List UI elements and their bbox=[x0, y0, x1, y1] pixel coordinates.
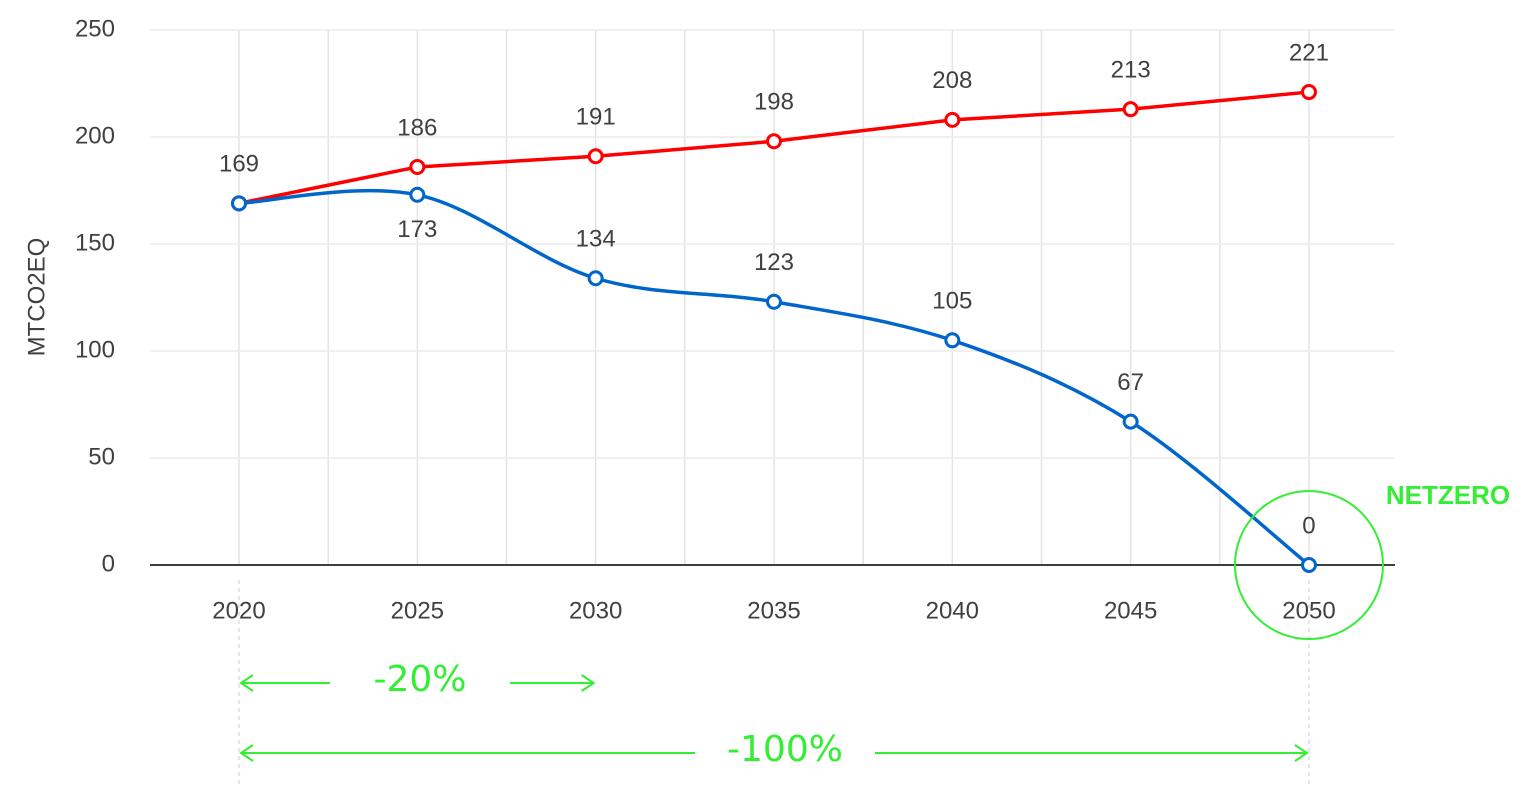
point bbox=[944, 332, 961, 349]
netzero-circle bbox=[1233, 490, 1384, 640]
data-label: 0 bbox=[1302, 512, 1315, 539]
point bbox=[944, 111, 961, 128]
y-tick-label: 50 bbox=[88, 443, 115, 470]
arrow-head bbox=[239, 744, 254, 762]
data-label: 186 bbox=[397, 114, 437, 141]
x-tick-label: 2050 bbox=[1282, 597, 1335, 624]
y-tick-label: 250 bbox=[75, 15, 115, 42]
y-tick-label: 0 bbox=[102, 550, 115, 577]
x-tick-label: 2020 bbox=[212, 597, 265, 624]
y-tick-label: 200 bbox=[75, 122, 115, 149]
arrow-head bbox=[581, 674, 596, 692]
x-tick-label: 2025 bbox=[391, 597, 444, 624]
point bbox=[1122, 413, 1139, 430]
x-tick-label: 2040 bbox=[926, 597, 979, 624]
x-tick-label: 2030 bbox=[569, 597, 622, 624]
point bbox=[409, 186, 426, 203]
data-label: 191 bbox=[576, 104, 616, 131]
netzero-label: NETZERO bbox=[1386, 480, 1510, 510]
arrow-head bbox=[1294, 744, 1309, 762]
point bbox=[587, 270, 604, 287]
data-label: 67 bbox=[1117, 369, 1144, 396]
point bbox=[765, 293, 782, 310]
y-tick-label: 100 bbox=[75, 336, 115, 363]
point bbox=[1122, 101, 1139, 118]
arrow-head bbox=[239, 674, 254, 692]
data-label: 169 bbox=[219, 151, 259, 178]
x-tick-label: 2035 bbox=[747, 597, 800, 624]
data-label: 105 bbox=[932, 288, 972, 315]
data-label: 213 bbox=[1111, 57, 1151, 84]
data-label: 134 bbox=[576, 226, 616, 253]
point bbox=[409, 158, 426, 175]
point bbox=[1300, 557, 1317, 573]
data-label: 198 bbox=[754, 89, 794, 116]
point bbox=[1300, 84, 1317, 101]
data-label: 173 bbox=[397, 216, 437, 243]
change-label: -20% bbox=[373, 659, 466, 700]
data-label: 208 bbox=[932, 67, 972, 94]
point bbox=[765, 133, 782, 150]
data-label: 123 bbox=[754, 249, 794, 276]
change-label: -100% bbox=[727, 729, 843, 770]
y-axis-label: MTCO2EQ bbox=[23, 238, 50, 357]
point bbox=[587, 148, 604, 165]
x-tick-label: 2045 bbox=[1104, 597, 1157, 624]
y-tick-label: 150 bbox=[75, 229, 115, 256]
point bbox=[231, 195, 247, 212]
data-label: 221 bbox=[1289, 39, 1329, 66]
